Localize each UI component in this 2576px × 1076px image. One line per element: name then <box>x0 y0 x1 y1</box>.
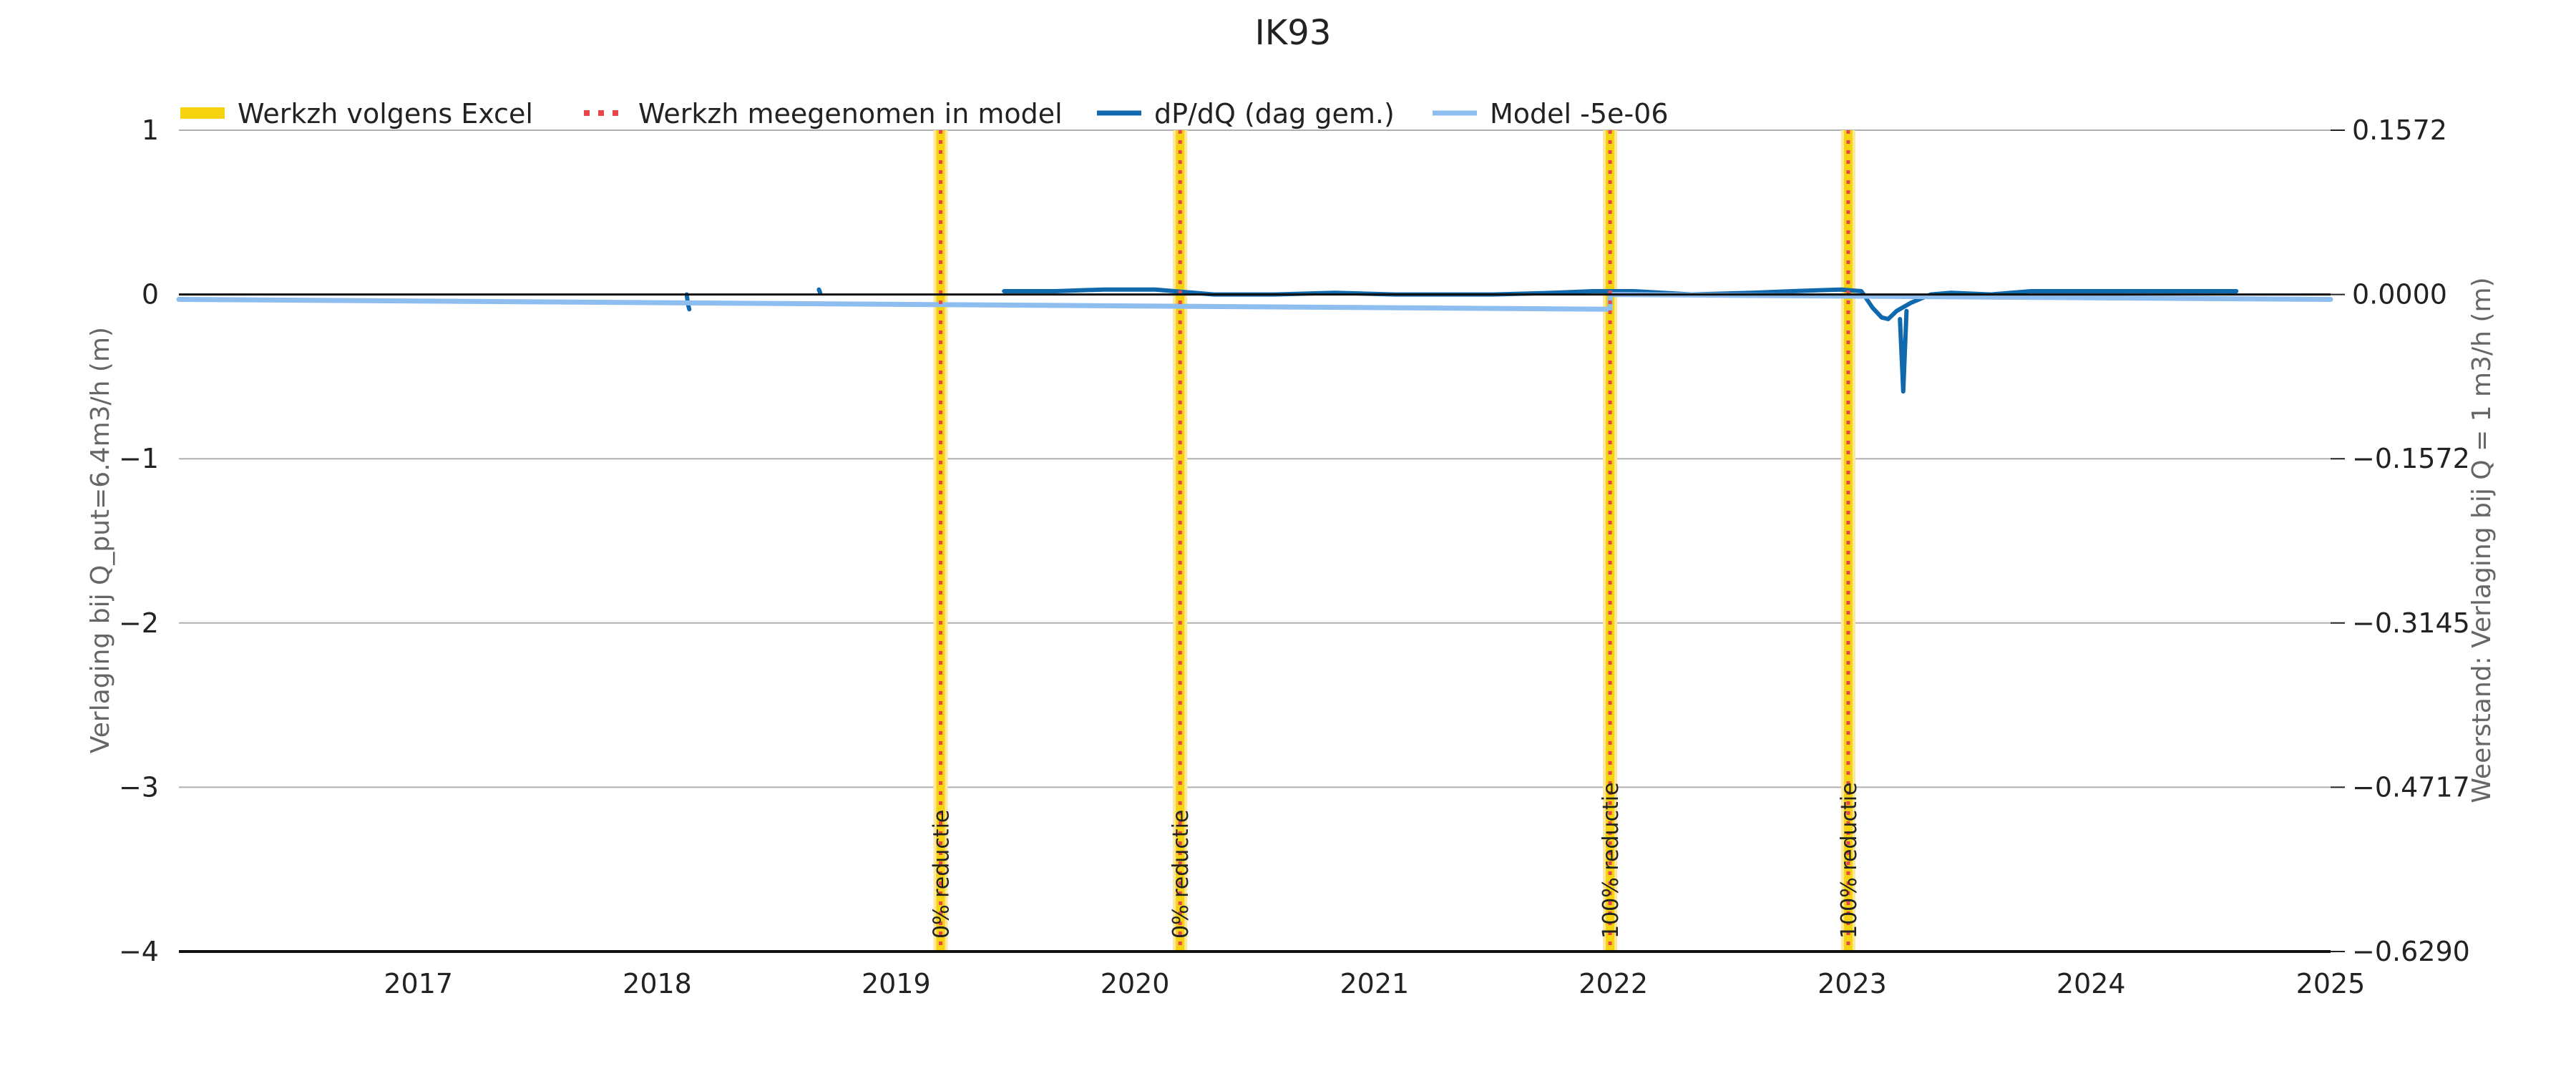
tick-labels: 1 0.1572 0 0.0000 −1 −0.1572 −2 −0.3145 −3 −0.471… <box>119 114 2470 999</box>
event-label: 0% reductie <box>930 810 955 939</box>
legend-label: Werkzh meegenomen in model <box>638 98 1063 129</box>
y-axis-label-right: Weerstand: Verlaging bij Q = 1 m3/h (m) <box>2467 277 2497 803</box>
y-tick-label-left: −2 <box>119 607 159 639</box>
y-tick-label-left: −4 <box>119 936 159 967</box>
y-tick-label-left: −1 <box>119 443 159 474</box>
x-tick-label: 2022 <box>1579 968 1648 999</box>
y-tick-label-right: −0.4717 <box>2352 771 2470 803</box>
series-line <box>816 287 823 295</box>
x-tick-label: 2024 <box>2057 968 2126 999</box>
axes <box>179 293 2331 953</box>
x-tick-label: 2018 <box>623 968 692 999</box>
series-line <box>176 292 2333 312</box>
series-line <box>1898 308 1909 394</box>
y-tick-label-right: −0.6290 <box>2352 936 2470 967</box>
grid-lines <box>179 129 2331 788</box>
y-tick-label-right: −0.1572 <box>2352 443 2470 474</box>
x-tick-label: 2020 <box>1101 968 1170 999</box>
event-lines <box>939 130 1850 952</box>
chart-title: IK93 <box>1255 13 1332 53</box>
y-tick-label-right: −0.3145 <box>2352 607 2470 639</box>
y-tick-label-right: 0.1572 <box>2352 114 2447 146</box>
x-tick-label: 2025 <box>2296 968 2366 999</box>
y-tick-label-left: 1 <box>142 114 159 146</box>
event-label: 0% reductie <box>1169 810 1194 939</box>
x-tick-label: 2017 <box>384 968 453 999</box>
x-tick-label: 2019 <box>862 968 931 999</box>
x-tick-label: 2021 <box>1340 968 1410 999</box>
event-labels: 0% reductie 0% reductie 100% reductie 100% … <box>930 782 1862 939</box>
series-layer <box>176 287 2333 394</box>
event-label: 100% reductie <box>1837 782 1862 939</box>
y-tick-label-right: 0.0000 <box>2352 279 2447 310</box>
legend: Werkzh volgens Excel Werkzh meegenomen in… <box>180 98 1669 129</box>
event-label: 100% reductie <box>1599 782 1624 939</box>
y-tick-label-left: 0 <box>142 279 159 310</box>
y-axis-label-left: Verlaging bij Q_put=6.4m3/h (m) <box>86 327 115 753</box>
y-tick-label-left: −3 <box>119 771 159 803</box>
legend-label: Werkzh volgens Excel <box>238 98 533 129</box>
x-tick-label: 2023 <box>1818 968 1887 999</box>
event-bands <box>933 130 1855 952</box>
legend-label: dP/dQ (dag gem.) <box>1154 98 1395 129</box>
legend-label: Model -5e-06 <box>1490 98 1669 129</box>
